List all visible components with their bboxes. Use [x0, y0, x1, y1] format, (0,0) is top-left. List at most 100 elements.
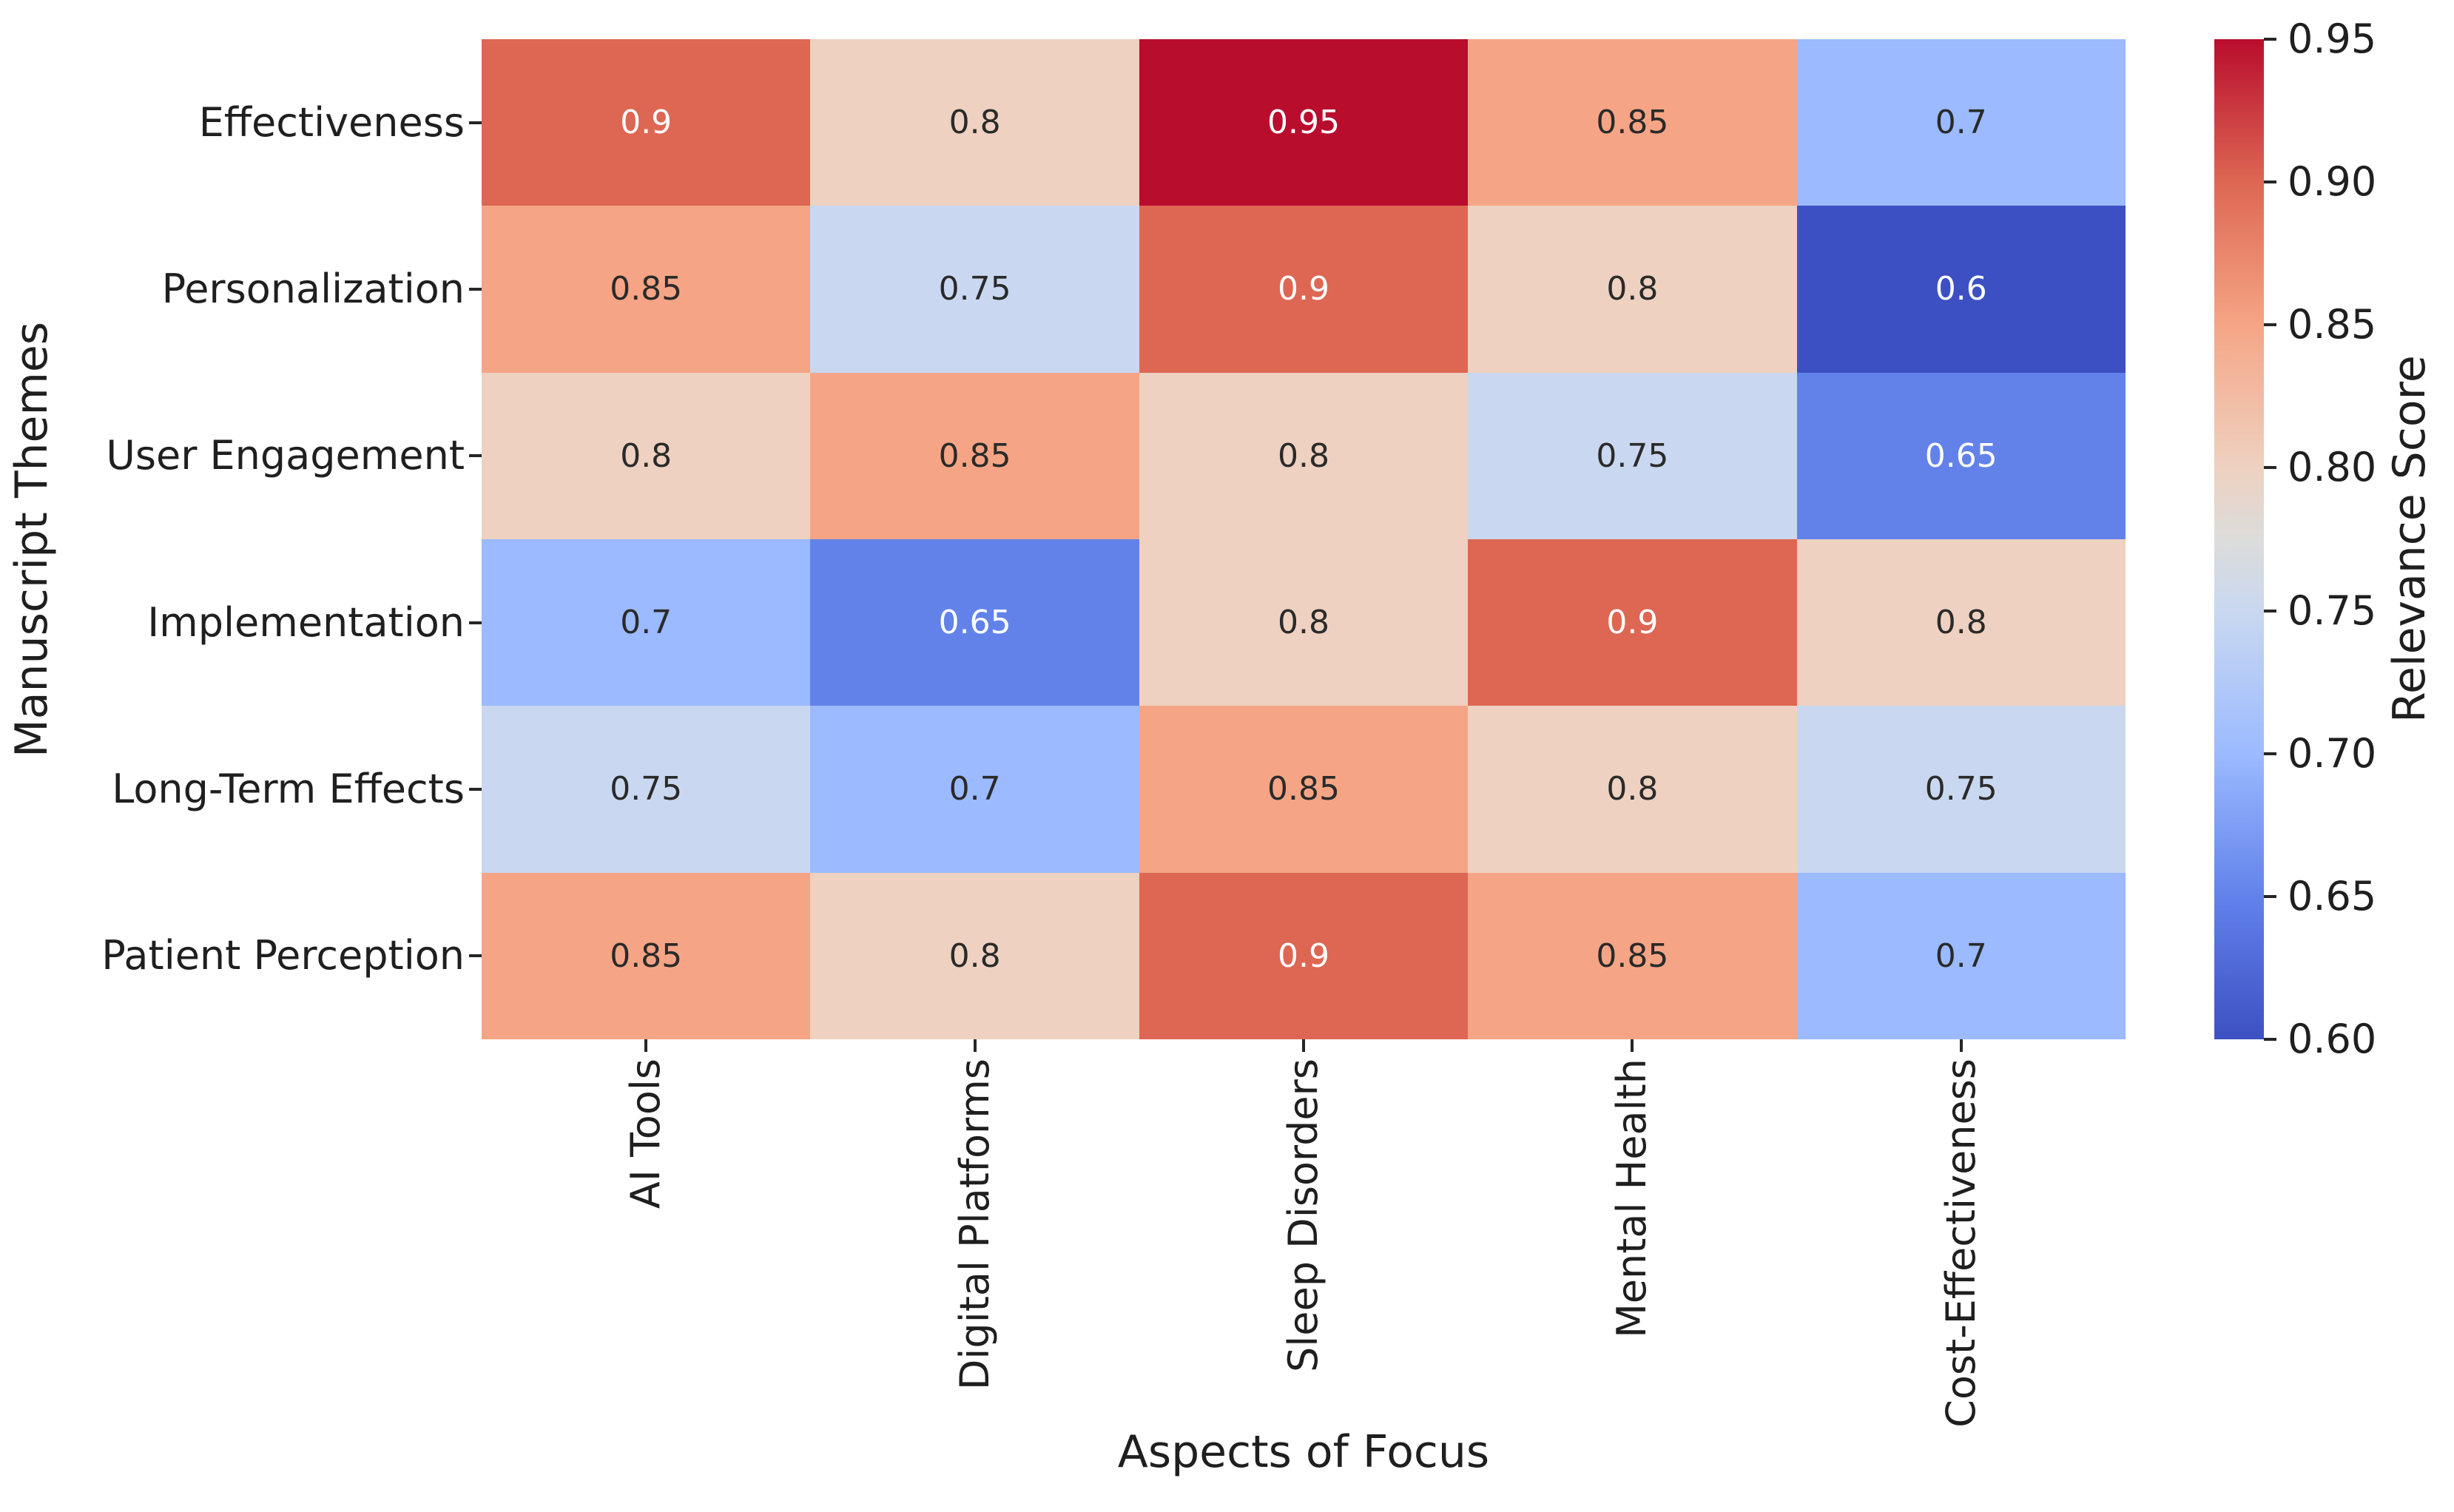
- heatmap-cell-effectiveness-digital-platforms: 0.8: [810, 39, 1139, 206]
- heatmap-cell-personalization-sleep-disorders: 0.9: [1139, 206, 1469, 373]
- cell-value: 0.8: [1935, 604, 1987, 642]
- cell-value: 0.65: [1924, 436, 1998, 475]
- heatmap-cell-long-term-effects-mental-health: 0.8: [1468, 706, 1797, 873]
- y-tick-label-user-engagement: User Engagement: [106, 432, 465, 479]
- cell-value: 0.85: [938, 436, 1011, 475]
- y-tick-mark: [469, 788, 482, 791]
- cell-value: 0.8: [1278, 436, 1329, 475]
- heatmap-cell-implementation-ai-tools: 0.7: [482, 539, 811, 706]
- colorbar-tick-label-0-80: 0.80: [2288, 444, 2377, 491]
- heatmap-cell-long-term-effects-cost-effectiveness: 0.75: [1796, 706, 2126, 873]
- y-tick-label-implementation: Implementation: [147, 598, 465, 646]
- cell-value: 0.7: [1935, 936, 1987, 975]
- heatmap-cell-patient-perception-sleep-disorders: 0.9: [1139, 872, 1469, 1039]
- x-tick-label-mental-health: Mental Health: [1608, 1059, 1656, 1338]
- heatmap-cell-implementation-digital-platforms: 0.65: [810, 539, 1139, 706]
- colorbar-tick-label-0-70: 0.70: [2288, 729, 2377, 777]
- y-tick-mark: [469, 121, 482, 124]
- colorbar-tick-label-0-90: 0.90: [2288, 158, 2377, 206]
- cell-value: 0.6: [1935, 270, 1987, 308]
- cell-value: 0.8: [948, 936, 1001, 975]
- colorbar-tick-mark: [2264, 752, 2276, 755]
- colorbar-tick-mark: [2264, 1038, 2276, 1041]
- colorbar-tick-label-0-75: 0.75: [2288, 587, 2377, 634]
- y-tick-mark: [469, 621, 482, 624]
- heatmap-cell-effectiveness-ai-tools: 0.9: [482, 39, 811, 206]
- cell-value: 0.7: [1935, 104, 1987, 142]
- heatmap-cell-effectiveness-cost-effectiveness: 0.7: [1796, 39, 2126, 206]
- cell-value: 0.75: [1596, 436, 1669, 475]
- heatmap-cell-personalization-mental-health: 0.8: [1468, 206, 1797, 373]
- cell-value: 0.85: [610, 936, 683, 975]
- heatmap-cell-user-engagement-cost-effectiveness: 0.65: [1796, 372, 2126, 539]
- heatmap-cell-user-engagement-mental-health: 0.75: [1468, 372, 1797, 539]
- y-tick-label-effectiveness: Effectiveness: [198, 98, 465, 146]
- heatmap-cell-personalization-digital-platforms: 0.75: [810, 206, 1139, 373]
- x-tick-label-cost-effectiveness: Cost-Effectiveness: [1937, 1059, 1984, 1428]
- heatmap-cell-user-engagement-digital-platforms: 0.85: [810, 372, 1139, 539]
- y-tick-mark: [469, 288, 482, 291]
- cell-value: 0.9: [1606, 604, 1659, 642]
- cell-value: 0.85: [1596, 104, 1669, 142]
- cell-value: 0.8: [1606, 770, 1659, 809]
- heatmap-cell-effectiveness-mental-health: 0.85: [1468, 39, 1797, 206]
- cell-value: 0.85: [1267, 770, 1340, 809]
- y-tick-mark: [469, 954, 482, 958]
- heatmap-cell-personalization-ai-tools: 0.85: [482, 206, 811, 373]
- heatmap-cell-effectiveness-sleep-disorders: 0.95: [1139, 39, 1469, 206]
- heatmap-cell-patient-perception-mental-health: 0.85: [1468, 872, 1797, 1039]
- heatmap-cell-patient-perception-cost-effectiveness: 0.7: [1796, 872, 2126, 1039]
- cell-value: 0.8: [948, 104, 1001, 142]
- cell-value: 0.65: [938, 604, 1011, 642]
- colorbar-tick-mark: [2264, 609, 2276, 612]
- x-tick-label-sleep-disorders: Sleep Disorders: [1280, 1059, 1327, 1373]
- cell-value: 0.85: [610, 270, 683, 308]
- cell-value: 0.7: [620, 604, 673, 642]
- heatmap-cell-implementation-sleep-disorders: 0.8: [1139, 539, 1469, 706]
- colorbar-tick-mark: [2264, 180, 2276, 184]
- heatmap-cell-implementation-cost-effectiveness: 0.8: [1796, 539, 2126, 706]
- heatmap-cell-user-engagement-ai-tools: 0.8: [482, 372, 811, 539]
- cell-value: 0.8: [1606, 270, 1659, 308]
- heatmap-cell-patient-perception-digital-platforms: 0.8: [810, 872, 1139, 1039]
- x-tick-label-ai-tools: AI Tools: [622, 1059, 670, 1209]
- heatmap-cell-long-term-effects-sleep-disorders: 0.85: [1139, 706, 1469, 873]
- heatmap-cell-personalization-cost-effectiveness: 0.6: [1796, 206, 2126, 373]
- cell-value: 0.9: [1278, 936, 1329, 975]
- colorbar-tick-mark: [2264, 894, 2276, 898]
- heatmap-cell-long-term-effects-ai-tools: 0.75: [482, 706, 811, 873]
- cell-value: 0.8: [1278, 604, 1329, 642]
- x-tick-label-digital-platforms: Digital Platforms: [951, 1059, 998, 1391]
- heatmap-grid: 0.9 0.8 0.95 0.85 0.7 0.85 0.75 0.9 0.8 0.6 0.8 0.8…: [482, 39, 2126, 1039]
- x-axis-title: Aspects of Focus: [1117, 1426, 1490, 1478]
- colorbar-tick-label-0-65: 0.65: [2288, 872, 2377, 919]
- y-axis-title: Manuscript Themes: [6, 321, 58, 757]
- cell-value: 0.75: [1924, 770, 1998, 809]
- colorbar-tick-mark: [2264, 466, 2276, 470]
- x-tick-mark: [973, 1039, 977, 1052]
- colorbar-tick-label-0-85: 0.85: [2288, 301, 2377, 348]
- y-tick-label-long-term-effects: Long-Term Effects: [112, 766, 465, 812]
- cell-value: 0.8: [620, 436, 673, 475]
- cell-value: 0.9: [620, 104, 673, 142]
- y-tick-label-personalization: Personalization: [161, 266, 465, 312]
- x-tick-mark: [1302, 1039, 1305, 1052]
- heatmap-cell-user-engagement-sleep-disorders: 0.8: [1139, 372, 1469, 539]
- cell-value: 0.95: [1267, 104, 1340, 142]
- cell-value: 0.85: [1596, 936, 1669, 975]
- heatmap-cell-long-term-effects-digital-platforms: 0.7: [810, 706, 1139, 873]
- cell-value: 0.7: [948, 770, 1001, 809]
- colorbar-tick-mark: [2264, 38, 2276, 41]
- y-tick-mark: [469, 454, 482, 458]
- colorbar-tick-label-0-60: 0.60: [2288, 1016, 2377, 1062]
- y-tick-label-patient-perception: Patient Perception: [101, 932, 465, 979]
- colorbar-tick-label-0-95: 0.95: [2288, 16, 2377, 62]
- colorbar-gradient: [2214, 39, 2264, 1039]
- colorbar-tick-mark: [2264, 323, 2276, 327]
- heatmap-cell-implementation-mental-health: 0.9: [1468, 539, 1797, 706]
- cell-value: 0.75: [938, 270, 1011, 308]
- x-tick-mark: [644, 1039, 648, 1052]
- cell-value: 0.75: [610, 770, 683, 809]
- cell-value: 0.9: [1278, 270, 1329, 308]
